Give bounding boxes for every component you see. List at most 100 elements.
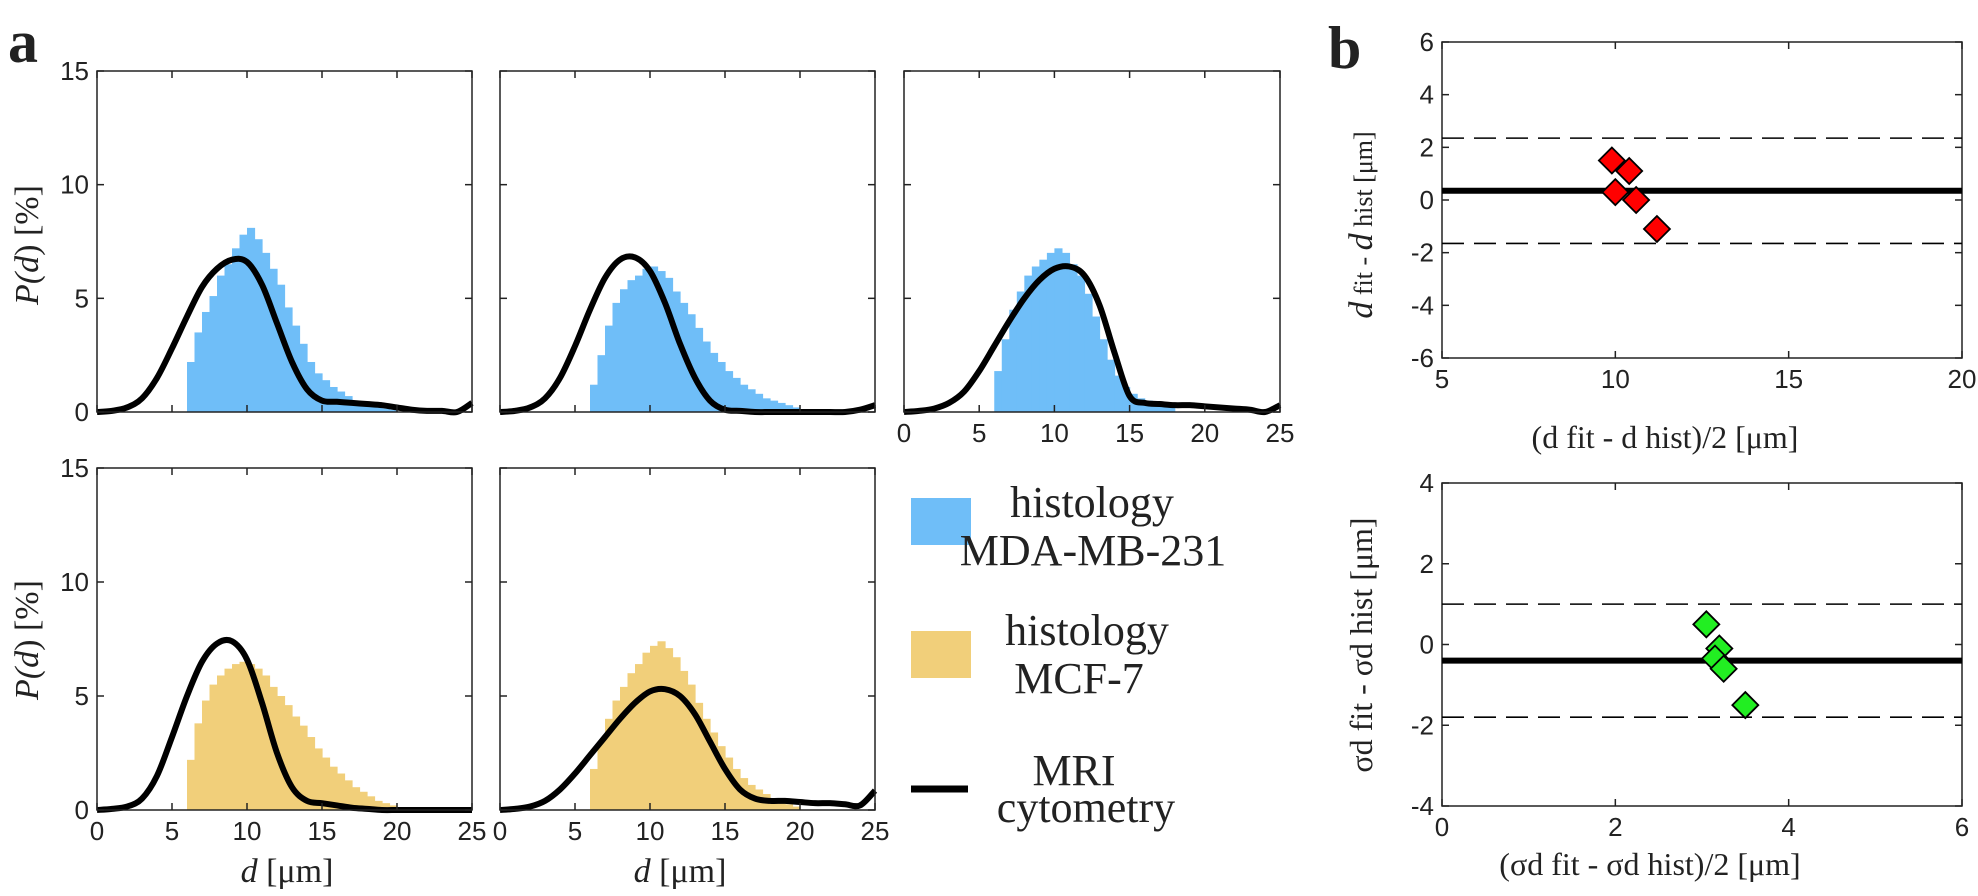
hist-bar xyxy=(307,737,316,810)
hist-bar xyxy=(695,702,704,810)
hist-bar xyxy=(299,343,308,412)
hist-bar xyxy=(597,741,606,810)
hist-bar xyxy=(702,341,711,412)
y-tick-label: 15 xyxy=(60,56,89,86)
x-tick-label: 2 xyxy=(1608,812,1622,842)
x-tick-label: 15 xyxy=(1115,418,1144,448)
ba-sd-xlabel: (σd fit - σd hist)/2 [μm] xyxy=(1499,846,1800,882)
legend: histology MDA-MB-231 histology MCF-7 MRI… xyxy=(911,478,1226,832)
hist-bar xyxy=(367,796,376,810)
x-tick-label: 0 xyxy=(493,816,507,846)
hist-bar xyxy=(202,311,211,412)
hist-bar xyxy=(702,718,711,810)
hist-bar xyxy=(337,773,346,810)
hist-bar xyxy=(194,723,203,810)
y-tick-label: 5 xyxy=(75,681,89,711)
hist-bar xyxy=(224,668,233,810)
hist-bar xyxy=(292,716,301,810)
hist-bar xyxy=(605,718,614,810)
y-tick-label: 2 xyxy=(1420,549,1434,579)
y-tick-label: 10 xyxy=(60,170,89,200)
hist-bar xyxy=(367,405,376,412)
hist-bar xyxy=(254,668,263,810)
hist-bar xyxy=(665,277,674,412)
hist-bar xyxy=(710,732,719,810)
hist_mcf_2: 0 5 10 15 20 25 xyxy=(493,467,889,846)
legend-swatch-mda xyxy=(911,498,971,545)
hist-bar xyxy=(224,264,233,412)
hist-bar xyxy=(247,227,256,412)
hist-bar xyxy=(627,673,636,810)
hist-bar xyxy=(785,804,794,810)
hist-bar xyxy=(687,314,696,412)
hist-bar xyxy=(650,266,659,412)
legend-swatch-mcf xyxy=(911,631,971,678)
hist_mcf_1: 0 5 10 15 20 25 0 5 10 15 xyxy=(60,453,486,846)
hist-bar xyxy=(1016,291,1025,412)
y-tick-label: -6 xyxy=(1411,343,1434,373)
hist-bar xyxy=(262,252,271,412)
mri-curve xyxy=(96,255,474,416)
y-tick-label: 0 xyxy=(75,397,89,427)
hist-bar xyxy=(627,280,636,412)
hist-bar xyxy=(635,275,644,412)
hist-bar xyxy=(187,361,196,412)
y-tick-label: -4 xyxy=(1411,791,1434,821)
bland_altman_sd: 0 2 4 6 -4 -2 0 2 4 xyxy=(1411,468,1969,842)
ba-sd-ylabel: σd fit - σd hist [μm] xyxy=(1343,517,1379,772)
hist-bar xyxy=(209,296,218,412)
x-tick-label: 0 xyxy=(1435,812,1449,842)
hist-bar xyxy=(194,332,203,412)
hist-bar xyxy=(239,661,248,810)
hist-bar xyxy=(590,768,599,810)
legend-mcf-line1: histology xyxy=(1005,606,1169,655)
hist-bar xyxy=(1114,375,1123,412)
hist-bar xyxy=(382,408,391,412)
data-point xyxy=(1642,214,1672,244)
x-tick-label: 0 xyxy=(90,816,104,846)
x-tick-label: 10 xyxy=(1040,418,1069,448)
hist-bar xyxy=(1031,266,1040,412)
data-point xyxy=(1601,177,1630,207)
hist-bar xyxy=(612,700,621,810)
y-tick-label: 5 xyxy=(75,283,89,313)
hist-bar xyxy=(785,405,794,412)
hist-bar xyxy=(247,664,256,810)
x-tick-label: 10 xyxy=(636,816,665,846)
axes-frame xyxy=(903,70,1281,413)
x-tick-label: 10 xyxy=(233,816,262,846)
axes-frame xyxy=(499,467,876,811)
hist-bar xyxy=(202,700,211,810)
hist-bar xyxy=(262,675,271,810)
hist-bar xyxy=(1001,339,1010,412)
x-tick-label: 20 xyxy=(1190,418,1219,448)
hist-bar xyxy=(717,746,726,810)
hist-bar xyxy=(232,664,241,810)
hist-bar xyxy=(777,402,786,412)
hist-bar xyxy=(657,641,666,810)
y-tick-label: 6 xyxy=(1420,27,1434,57)
data-point xyxy=(1731,690,1760,720)
hist-bar xyxy=(612,302,621,412)
hist-bar xyxy=(314,748,323,810)
hist-bar xyxy=(1009,309,1018,412)
hist-bar xyxy=(1039,259,1048,412)
data-point xyxy=(1709,654,1738,683)
legend-mda-line2: MDA-MB-231 xyxy=(960,526,1226,575)
hist-bar xyxy=(217,275,226,412)
hist-bar xyxy=(329,766,338,810)
y-tick-label: 4 xyxy=(1420,468,1434,498)
hist_mda_2 xyxy=(499,70,876,416)
y-tick-label: 4 xyxy=(1420,80,1434,110)
hist-bar xyxy=(344,780,353,810)
panel-label-a: a xyxy=(8,9,38,75)
hist-bar xyxy=(635,664,644,810)
hist-bar xyxy=(994,371,1003,412)
hist-bar xyxy=(382,803,391,810)
axes-frame xyxy=(1441,482,1963,807)
axes-frame xyxy=(1441,41,1963,359)
hist-bar xyxy=(732,377,741,412)
hist-bar xyxy=(740,384,749,412)
hist-bar xyxy=(1152,402,1161,412)
ylabel-row2: P(d) [%] xyxy=(9,580,46,701)
